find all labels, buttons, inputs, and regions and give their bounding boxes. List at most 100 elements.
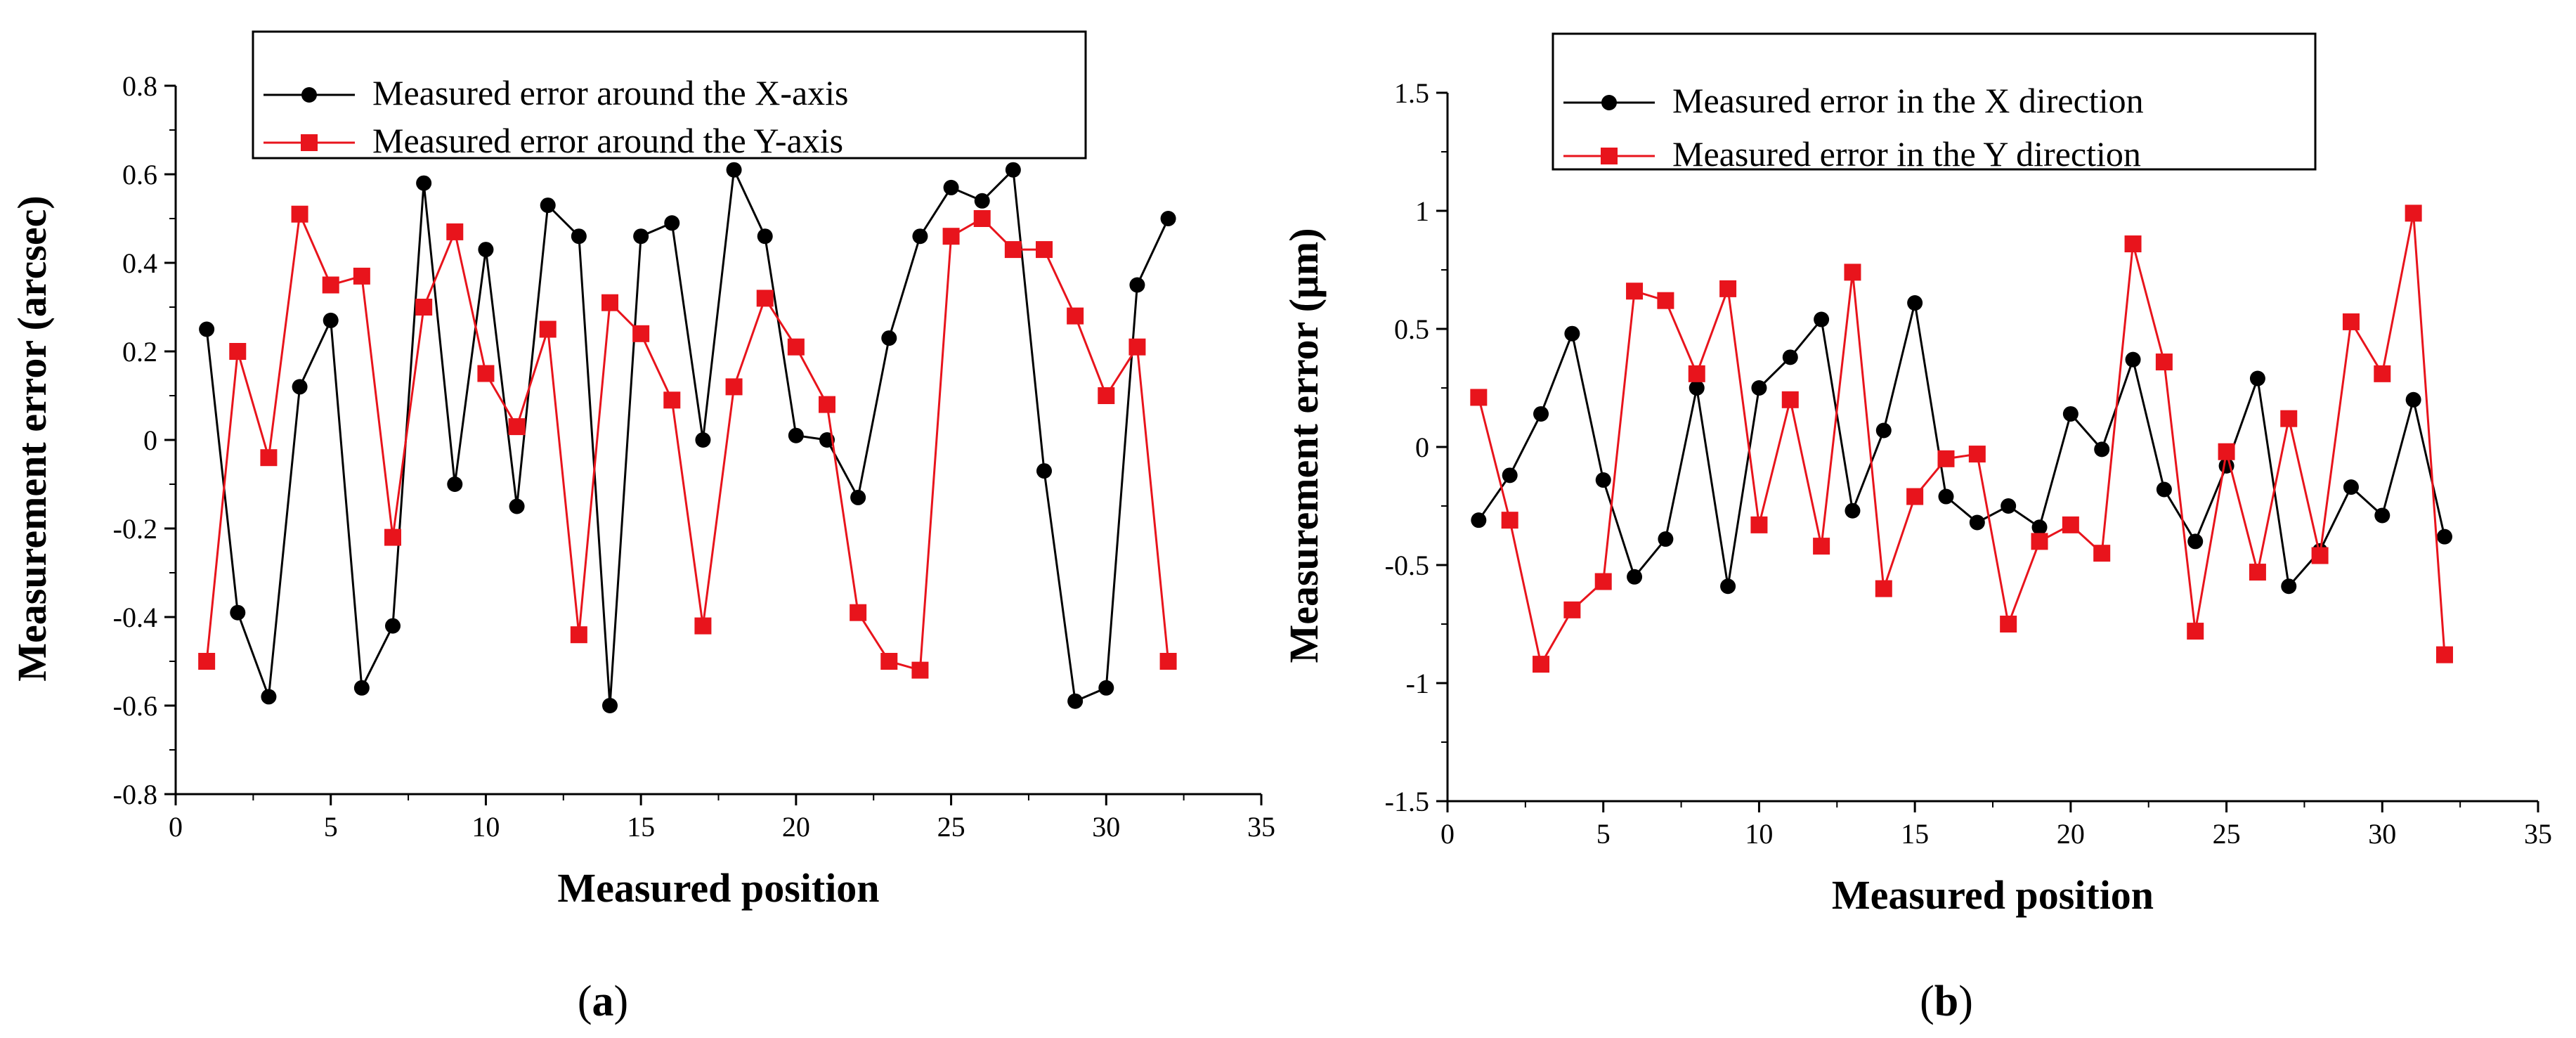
- data-point: [323, 312, 339, 328]
- data-point: [2031, 533, 2048, 550]
- data-point: [447, 476, 463, 492]
- data-point: [1005, 162, 1021, 178]
- data-point: [601, 294, 618, 311]
- y-tick-label: 1: [1415, 195, 1429, 227]
- y-tick-label: 0: [143, 424, 157, 456]
- data-point: [2093, 545, 2111, 562]
- data-point: [1067, 693, 1084, 709]
- data-point: [477, 365, 495, 382]
- data-point: [291, 205, 308, 223]
- legend-label: Measured error around the Y-axis: [372, 121, 843, 160]
- data-point: [384, 528, 401, 546]
- data-point: [850, 604, 867, 621]
- data-point: [725, 378, 743, 396]
- data-point: [1533, 656, 1550, 673]
- legend-marker-square: [301, 134, 318, 151]
- data-point: [1657, 292, 1674, 309]
- data-point: [478, 242, 494, 258]
- x-tick-label: 30: [1092, 811, 1120, 843]
- data-point: [1036, 463, 1052, 479]
- data-point: [2281, 578, 2297, 595]
- legend-box: [252, 30, 1087, 160]
- legend-label: Measured error in the X direction: [1672, 81, 2144, 120]
- data-point: [788, 427, 804, 443]
- data-point: [1969, 514, 1985, 531]
- data-point: [1533, 406, 1549, 422]
- y-tick-label: -1: [1406, 668, 1429, 699]
- data-point: [2062, 516, 2079, 533]
- x-tick-label: 10: [471, 811, 500, 843]
- panel-label: (a): [578, 978, 628, 1025]
- data-point: [1719, 280, 1737, 297]
- data-point: [1937, 450, 1955, 467]
- data-point: [1067, 307, 1084, 325]
- data-point: [2374, 365, 2391, 382]
- x-tick-label: 20: [782, 811, 810, 843]
- data-point: [1782, 349, 1798, 365]
- data-point: [539, 320, 557, 338]
- chart-panel-a: 0 5 10 15 20 25 30 35 -0.8 -0.6 -0.4 -0.2 0 0.2 0.4 0.6…: [9, 30, 1275, 1025]
- x-tick-label: 25: [2213, 818, 2241, 850]
- data-point: [1751, 380, 1767, 396]
- data-point: [756, 290, 774, 307]
- data-point: [1128, 338, 1146, 356]
- data-point: [1658, 531, 1674, 547]
- y-tick-label: 1.5: [1394, 77, 1429, 109]
- data-point: [416, 175, 432, 191]
- data-point: [1875, 580, 1892, 597]
- data-point: [1813, 538, 1830, 555]
- data-point: [1501, 512, 1518, 529]
- data-point: [819, 396, 835, 413]
- data-point: [1781, 391, 1799, 408]
- data-point: [694, 617, 712, 635]
- series-line-1: [1478, 302, 2446, 589]
- data-point: [2374, 507, 2390, 524]
- data-point: [260, 449, 278, 467]
- data-point: [1968, 446, 1986, 463]
- y-axis-title: Measurement error (arcsec): [9, 195, 55, 681]
- data-point: [974, 193, 990, 209]
- y-tick-label: -0.8: [113, 779, 157, 810]
- data-point: [1471, 512, 1487, 528]
- data-point: [1907, 295, 1923, 311]
- legend: Measured error in the X direction Measure…: [1552, 32, 2317, 174]
- data-point: [2156, 481, 2172, 498]
- y-tick-label: 0.5: [1394, 313, 1429, 345]
- data-point: [1626, 283, 1644, 300]
- data-point: [1004, 241, 1022, 259]
- y-tick-label: -0.5: [1385, 550, 1429, 581]
- legend-label: Measured error in the Y direction: [1672, 134, 2141, 174]
- data-point: [415, 299, 433, 316]
- data-point: [1502, 467, 1518, 484]
- x-axis-title: Measured position: [557, 865, 879, 911]
- x-tick-label: 20: [2057, 818, 2085, 850]
- y-tick-label: -1.5: [1385, 786, 1429, 817]
- data-point: [787, 338, 805, 356]
- y-tick-label: 0.2: [122, 336, 157, 368]
- y-tick-label: 0.6: [122, 159, 157, 190]
- x-tick-label: 10: [1745, 818, 1773, 850]
- data-point: [1875, 422, 1892, 439]
- legend-marker-circle: [301, 87, 317, 103]
- data-point: [2218, 443, 2235, 460]
- data-point: [1470, 389, 1488, 406]
- data-point: [2405, 391, 2421, 408]
- data-point: [1814, 311, 1830, 327]
- data-point: [632, 325, 650, 342]
- data-point: [880, 653, 898, 670]
- data-point: [1720, 578, 1736, 595]
- legend-box: [1552, 32, 2317, 171]
- y-tick-label: 0.4: [122, 247, 157, 279]
- data-point: [1129, 277, 1145, 293]
- y-tick-label: 0: [1415, 432, 1429, 463]
- data-point: [973, 210, 991, 227]
- data-point: [2405, 205, 2422, 222]
- data-point: [726, 162, 742, 178]
- data-point: [2342, 313, 2360, 330]
- data-point: [571, 228, 587, 245]
- data-point: [199, 321, 215, 337]
- data-point: [1098, 387, 1115, 404]
- x-tick-label: 15: [1901, 818, 1929, 850]
- legend-marker-circle: [1601, 95, 1617, 110]
- data-point: [881, 330, 897, 346]
